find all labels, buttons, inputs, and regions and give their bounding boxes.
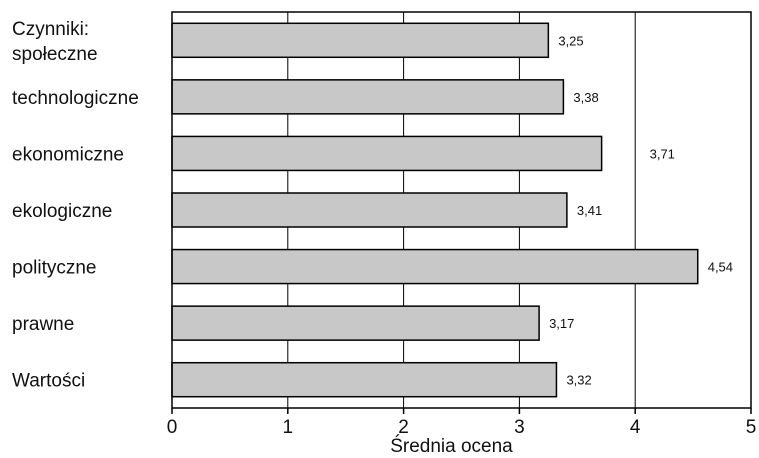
category-label-3: ekologiczne bbox=[12, 201, 112, 222]
category-labels: Czynniki: społeczne technologiczne ekonomic… bbox=[12, 19, 139, 392]
category-label-2: ekonomiczne bbox=[12, 144, 124, 165]
bar-2 bbox=[171, 135, 603, 172]
bars bbox=[171, 22, 699, 398]
x-tick-label-4: 4 bbox=[630, 417, 641, 438]
value-label-3: 3,41 bbox=[577, 203, 602, 218]
category-label-4: polityczne bbox=[12, 258, 97, 279]
x-tick-label-1: 1 bbox=[283, 417, 294, 438]
x-tick-label-3: 3 bbox=[514, 417, 525, 438]
value-label-6: 3,32 bbox=[566, 373, 591, 388]
bar-0 bbox=[171, 22, 550, 59]
value-label-2: 3,71 bbox=[650, 146, 675, 161]
plot-frame bbox=[171, 11, 752, 409]
value-labels: 3,25 3,38 3,71 3,41 4,54 3,17 3,32 bbox=[549, 33, 733, 387]
bar-3 bbox=[171, 192, 568, 228]
x-ticks: 0 1 2 3 4 5 bbox=[167, 408, 757, 438]
value-label-1: 3,38 bbox=[573, 90, 598, 105]
category-label-0-line-0: Czynniki: bbox=[12, 19, 89, 40]
x-axis-title: Średnia ocena bbox=[390, 435, 513, 457]
bar-1 bbox=[171, 79, 565, 115]
bar-4 bbox=[171, 248, 699, 285]
value-label-0: 3,25 bbox=[558, 33, 583, 48]
category-label-5: prawne bbox=[12, 314, 74, 335]
x-tick-label-0: 0 bbox=[167, 417, 178, 438]
bar-6 bbox=[171, 361, 558, 398]
category-label-0-line-1: społeczne bbox=[12, 44, 98, 65]
value-label-5: 3,17 bbox=[549, 316, 574, 331]
value-label-4: 4,54 bbox=[708, 260, 733, 275]
category-label-1: technologiczne bbox=[12, 88, 139, 109]
x-tick-label-2: 2 bbox=[398, 417, 409, 438]
bar-5 bbox=[171, 305, 540, 341]
category-label-6: Wartości bbox=[12, 371, 85, 392]
x-tick-label-5: 5 bbox=[746, 417, 757, 438]
